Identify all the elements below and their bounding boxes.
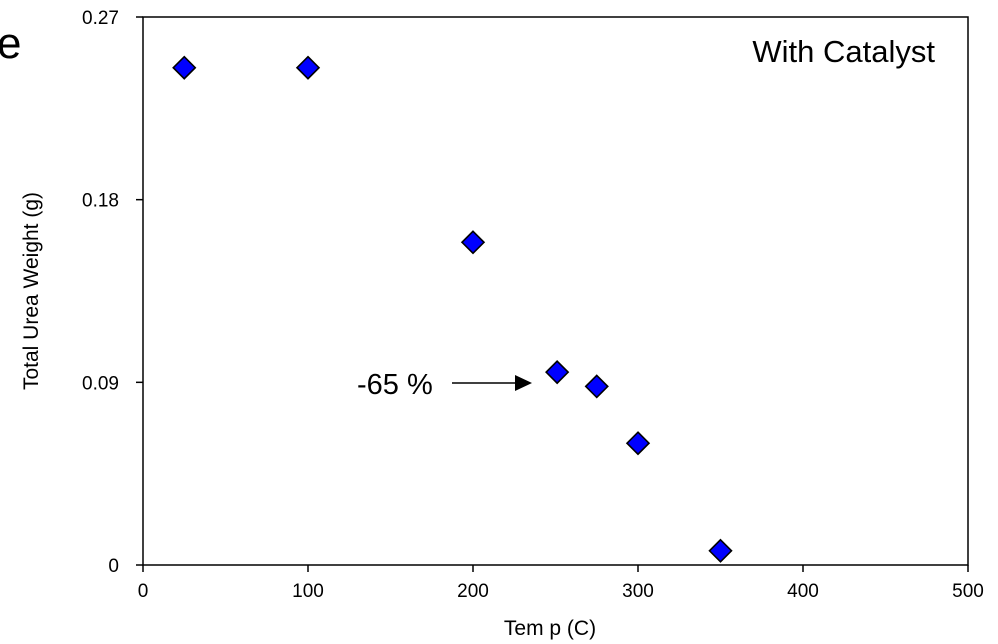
x-tick-label: 500: [952, 581, 984, 602]
data-point: [460, 230, 486, 255]
x-tick-label: 0: [138, 581, 149, 602]
y-tick-label: 0.27: [82, 8, 119, 29]
y-axis-tick-labels: 0 0.09 0.18 0.27: [82, 8, 119, 577]
x-axis-ticks: [142, 565, 969, 572]
annotation-text: -65 %: [357, 369, 433, 401]
x-tick-label: 300: [622, 581, 654, 602]
data-point: [625, 431, 651, 456]
annotation: -65 %: [357, 369, 532, 401]
data-point: [172, 55, 197, 80]
y-axis-ticks: [136, 16, 143, 566]
data-point: [545, 360, 570, 385]
y-tick-label: 0.18: [82, 191, 119, 212]
y-tick-label: 0.09: [82, 373, 119, 394]
x-tick-label: 100: [292, 581, 324, 602]
y-tick-label: 0: [108, 556, 119, 577]
chart-inset-title: With Catalyst: [752, 34, 935, 69]
plot-area: [142, 16, 969, 566]
y-axis-title: Total Urea Weight (g): [20, 192, 43, 390]
data-point: [708, 538, 733, 563]
x-axis-tick-labels: 0 100 200 300 400 500: [138, 581, 984, 602]
x-tick-label: 200: [457, 581, 489, 602]
x-axis-title: Tem p (C): [504, 617, 596, 640]
x-tick-label: 400: [787, 581, 819, 602]
data-points: [172, 55, 733, 563]
annotation-arrowhead: [515, 375, 532, 391]
data-point: [584, 374, 609, 399]
data-point: [295, 55, 321, 80]
edge-text-fragment: e: [0, 19, 21, 68]
